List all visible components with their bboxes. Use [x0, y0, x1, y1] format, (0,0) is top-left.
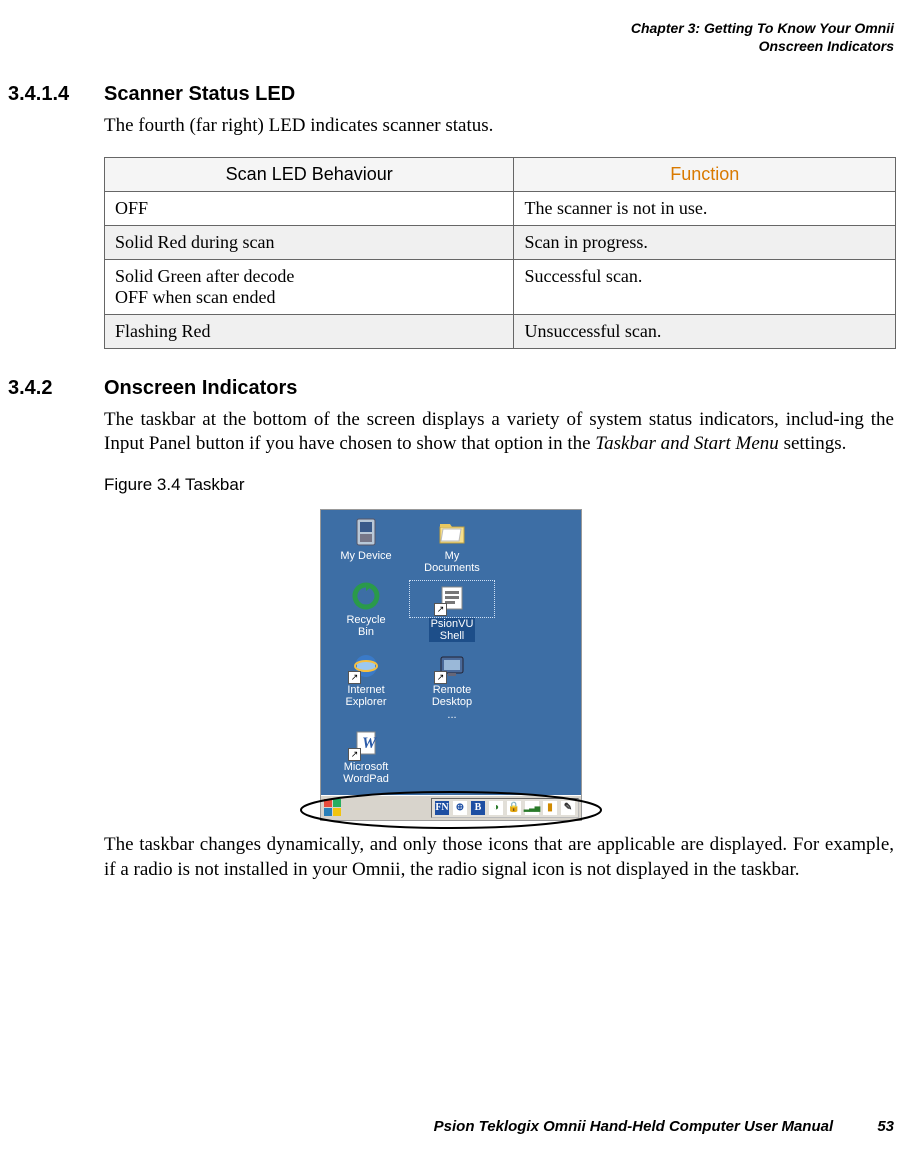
table-header-function: Function	[514, 157, 896, 191]
desktop-mock: My DeviceMyDocuments RecycleBin PsionVUShe…	[320, 509, 582, 821]
desktop-icon-label: InternetExplorer	[323, 684, 409, 708]
footer-text: Psion Teklogix Omnii Hand-Held Computer …	[434, 1118, 834, 1135]
header-line2: Onscreen Indicators	[8, 38, 894, 56]
start-button-icon[interactable]	[323, 799, 341, 817]
bluetooth-icon[interactable]: B	[471, 801, 485, 815]
page-number: 53	[877, 1118, 894, 1135]
desktop-icon-folder[interactable]: MyDocuments	[409, 514, 495, 578]
section-title: Scanner Status LED	[104, 83, 295, 106]
section-number: 3.4.1.4	[8, 83, 104, 106]
desktop-icon-wordpad[interactable]: W MicrosoftWordPad	[323, 725, 409, 789]
remote-icon	[436, 650, 468, 682]
device-icon	[350, 516, 382, 548]
desktop-icon-label: My Device	[323, 550, 409, 562]
cell-function: Scan in progress.	[514, 225, 896, 259]
figure-taskbar: My DeviceMyDocuments RecycleBin PsionVUShe…	[8, 509, 894, 821]
battery-icon[interactable]: ▮	[543, 801, 557, 815]
desktop-icon-device[interactable]: My Device	[323, 514, 409, 578]
desktop-icon-label: PsionVUShell	[429, 618, 476, 642]
secure-icon[interactable]: 🔒	[507, 801, 521, 815]
svg-text:W: W	[362, 735, 378, 752]
desktop-icon-label: RemoteDesktop...	[409, 684, 495, 720]
section-3-4-1-4-heading: 3.4.1.4 Scanner Status LED	[8, 83, 894, 106]
section2-para1: The taskbar at the bottom of the screen …	[104, 408, 894, 457]
system-tray: FN ⊕ B ◑ 🔒 ▂▃▅ ▮ ✎	[431, 798, 579, 818]
cell-behaviour: OFF	[105, 191, 514, 225]
page-header: Chapter 3: Getting To Know Your Omnii On…	[8, 20, 894, 55]
table-row: Solid Green after decodeOFF when scan en…	[105, 259, 896, 314]
table-row: Flashing RedUnsuccessful scan.	[105, 314, 896, 348]
cell-behaviour: Flashing Red	[105, 314, 514, 348]
fn-indicator[interactable]: FN	[435, 801, 449, 815]
header-line1: Chapter 3: Getting To Know Your Omnii	[8, 20, 894, 38]
cell-function: Successful scan.	[514, 259, 896, 314]
desktop-icon-label: RecycleBin	[323, 614, 409, 638]
sync-icon[interactable]: ◑	[489, 801, 503, 815]
section2-para2: The taskbar changes dynamically, and onl…	[104, 833, 894, 882]
desktop-icon-label: MyDocuments	[409, 550, 495, 574]
page-footer: Psion Teklogix Omnii Hand-Held Computer …	[434, 1118, 894, 1135]
cell-behaviour: Solid Green after decodeOFF when scan en…	[105, 259, 514, 314]
taskbar: FN ⊕ B ◑ 🔒 ▂▃▅ ▮ ✎	[321, 795, 581, 820]
input-icon[interactable]: ✎	[561, 801, 575, 815]
section-title: Onscreen Indicators	[104, 377, 297, 400]
section1-intro: The fourth (far right) LED indicates sca…	[104, 114, 894, 139]
table-row: OFFThe scanner is not in use.	[105, 191, 896, 225]
app-icon	[436, 582, 468, 614]
section-number: 3.4.2	[8, 377, 104, 400]
table-header-behaviour: Scan LED Behaviour	[105, 157, 514, 191]
wordpad-icon: W	[350, 727, 382, 759]
desktop-icon-app[interactable]: PsionVUShell	[409, 578, 495, 648]
recycle-icon	[350, 580, 382, 612]
section-3-4-2-heading: 3.4.2 Onscreen Indicators	[8, 377, 894, 400]
table-row: Solid Red during scanScan in progress.	[105, 225, 896, 259]
desktop-icon-label: MicrosoftWordPad	[323, 761, 409, 785]
network-icon[interactable]: ⊕	[453, 801, 467, 815]
scan-led-table: Scan LED Behaviour Function OFFThe scann…	[104, 157, 896, 349]
desktop-icon-recycle[interactable]: RecycleBin	[323, 578, 409, 648]
cell-function: The scanner is not in use.	[514, 191, 896, 225]
figure-label: Figure 3.4 Taskbar	[104, 475, 894, 495]
ie-icon	[350, 650, 382, 682]
signal-icon[interactable]: ▂▃▅	[525, 801, 539, 815]
cell-behaviour: Solid Red during scan	[105, 225, 514, 259]
cell-function: Unsuccessful scan.	[514, 314, 896, 348]
folder-icon	[436, 516, 468, 548]
desktop-icon-ie[interactable]: InternetExplorer	[323, 648, 409, 724]
desktop-icon-remote[interactable]: RemoteDesktop...	[409, 648, 495, 724]
